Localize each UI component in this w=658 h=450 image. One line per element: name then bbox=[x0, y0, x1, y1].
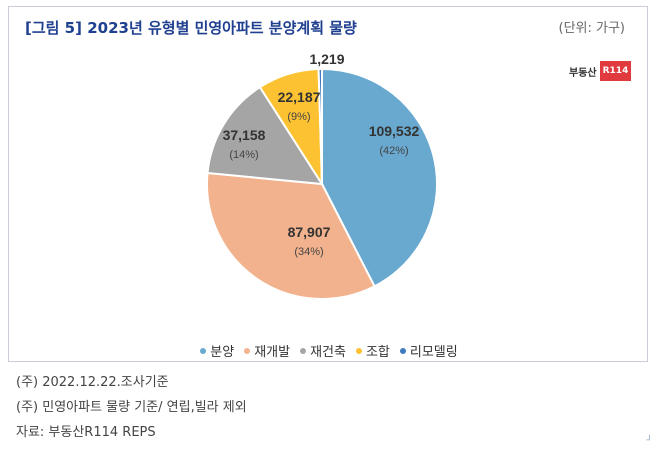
legend-label: 재건축 bbox=[310, 345, 346, 360]
pie-slice-4 bbox=[317, 67, 323, 185]
logo-text: 부동산 bbox=[569, 67, 597, 79]
slice-value-label-1: 87,907 bbox=[288, 224, 331, 240]
r114-logo: 부동산 R114 bbox=[569, 61, 632, 81]
pie-slice-1 bbox=[206, 171, 376, 300]
legend-item-4: 리모델링 bbox=[399, 341, 458, 360]
footnote-source: 자료: 부동산R114 REPS bbox=[16, 425, 156, 440]
footnote-scope: (주) 민영아파트 물량 기준/ 연립,빌라 제외 bbox=[16, 400, 247, 415]
legend-label: 재개발 bbox=[254, 345, 291, 360]
legend-label: 리모델링 bbox=[409, 345, 458, 360]
footnotes: (주) 2022.12.22.조사기준 (주) 민영아파트 물량 기준/ 연립,… bbox=[16, 370, 247, 445]
legend-swatch bbox=[399, 347, 406, 354]
unit-label: (단위: 가구) bbox=[558, 21, 626, 36]
chart-frame: [그림 5] 2023년 유형별 민영아파트 분양계획 물량 (단위: 가구) … bbox=[8, 6, 648, 362]
logo-box: R114 bbox=[599, 61, 632, 81]
pie-slice-2 bbox=[206, 85, 324, 186]
slice-value-label-2: 37,158 bbox=[223, 127, 266, 143]
slice-percent-label-2: (14%) bbox=[229, 149, 258, 161]
legend-swatch bbox=[200, 347, 207, 354]
slice-value-label-0: 109,532 bbox=[369, 123, 420, 139]
pie-slice-0 bbox=[321, 67, 438, 288]
chart-legend: 분양 재개발 재건축 조합 리모델링 bbox=[9, 341, 649, 360]
slice-percent-label-1: (34%) bbox=[294, 246, 323, 258]
legend-swatch bbox=[244, 347, 251, 354]
slice-percent-label-0: (42%) bbox=[379, 145, 408, 157]
footnote-survey-date: (주) 2022.12.22.조사기준 bbox=[16, 375, 169, 390]
legend-item-1: 재개발 bbox=[244, 341, 290, 360]
slice-value-label-3: 22,187 bbox=[278, 89, 321, 105]
slice-value-label-4: 1,219 bbox=[309, 51, 344, 67]
legend-swatch bbox=[300, 347, 307, 354]
corner-mark: ┘ bbox=[646, 436, 652, 446]
legend-item-3: 조합 bbox=[355, 341, 390, 360]
legend-item-2: 재건축 bbox=[300, 341, 346, 360]
slice-percent-label-3: (9%) bbox=[287, 111, 310, 123]
pie-chart: 109,532 (42%) 87,907 (34%) 37,158 (14%) 22,187… bbox=[206, 51, 438, 300]
chart-title: [그림 5] 2023년 유형별 민영아파트 분양계획 물량 bbox=[25, 19, 357, 37]
legend-item-0: 분양 bbox=[200, 341, 234, 360]
legend-label: 조합 bbox=[365, 345, 390, 360]
legend-label: 분양 bbox=[210, 345, 235, 360]
legend-swatch bbox=[355, 347, 362, 354]
